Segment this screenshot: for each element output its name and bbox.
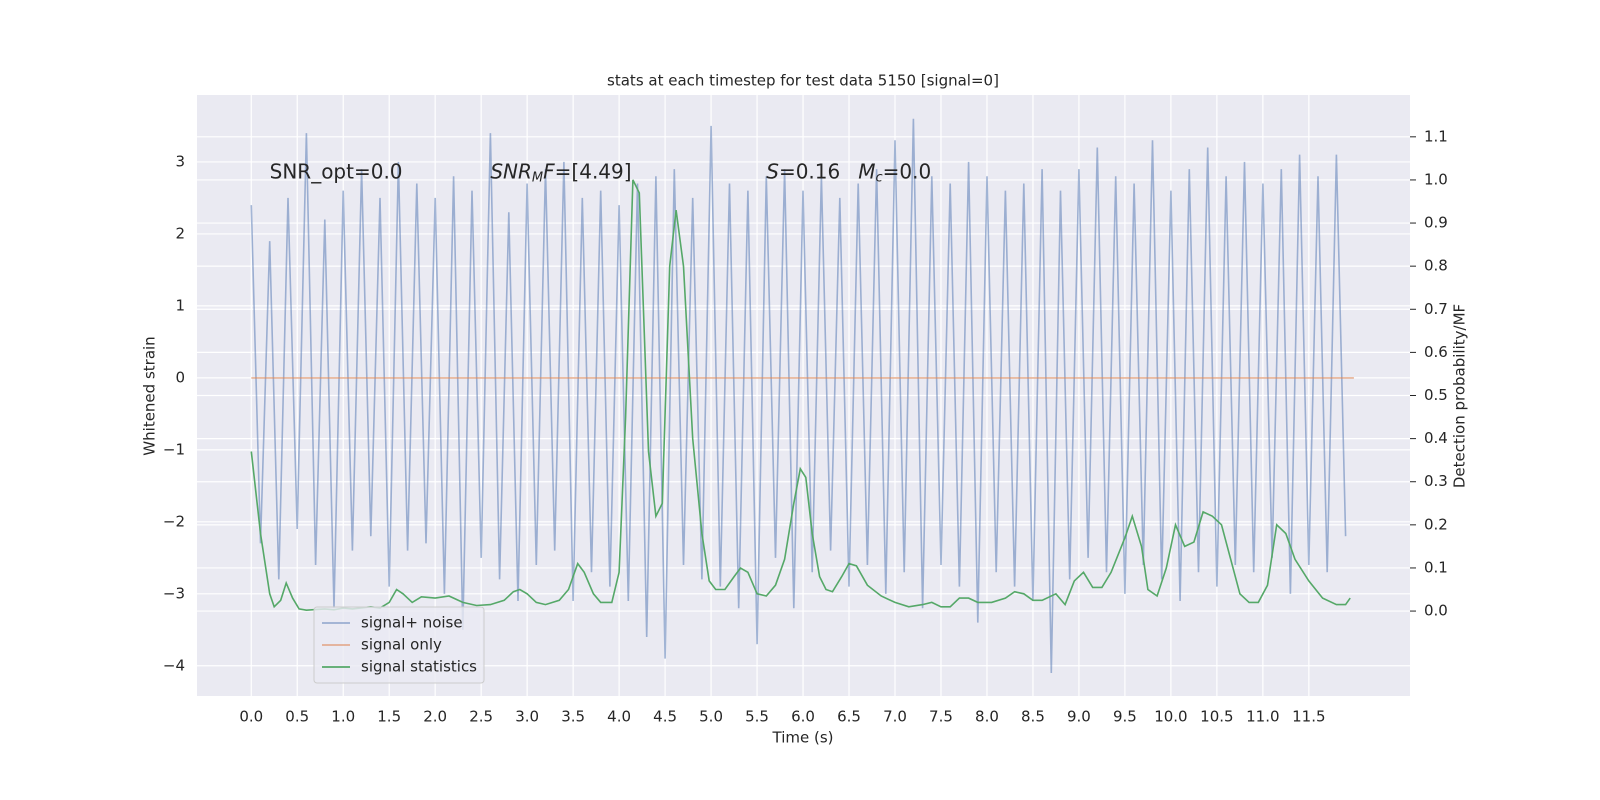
annotation: S=0.16 — [766, 159, 840, 183]
y2-tick-label: 0.6 — [1424, 343, 1448, 361]
y2-axis-label: Detection probability/MF — [1451, 304, 1469, 488]
x-axis-label: Time (s) — [772, 729, 834, 747]
y2-tick-label: 0.2 — [1424, 515, 1448, 533]
legend-label: signal+ noise — [361, 614, 463, 632]
y-tick-label: −2 — [163, 512, 185, 530]
legend-label: signal only — [361, 636, 442, 654]
x-tick-label: 6.5 — [837, 708, 861, 726]
x-tick-label: 0.0 — [239, 708, 263, 726]
y-tick-label: 1 — [175, 296, 185, 314]
y-tick-label: 2 — [175, 224, 185, 242]
x-tick-label: 10.5 — [1200, 708, 1233, 726]
y2-tick-label: 1.1 — [1424, 127, 1448, 145]
annotation-part: M — [532, 170, 543, 185]
x-tick-label: 11.5 — [1292, 708, 1325, 726]
y-tick-label: −1 — [163, 440, 185, 458]
y2-tick-label: 1.0 — [1424, 170, 1448, 188]
legend-box — [313, 606, 485, 684]
annotation-part: =0.0 — [883, 159, 932, 183]
y-axis-label: Whitened strain — [141, 336, 159, 455]
y2-tick-label: 0.7 — [1424, 300, 1448, 318]
chart-title: stats at each timestep for test data 515… — [607, 72, 999, 90]
y2-tick-label: 0.3 — [1424, 472, 1448, 490]
x-tick-label: 5.0 — [699, 708, 723, 726]
y-tick-label: −4 — [163, 656, 185, 674]
annotation: Mc=0.0 — [858, 159, 931, 185]
y2-tick-label: 0.4 — [1424, 429, 1448, 447]
y2-tick-label: 0.8 — [1424, 257, 1448, 275]
x-tick-label: 1.5 — [377, 708, 401, 726]
y2-tick-label: 0.9 — [1424, 214, 1448, 232]
y-tick-label: 3 — [175, 152, 185, 170]
x-tick-label: 10.0 — [1154, 708, 1187, 726]
x-tick-label: 2.0 — [423, 708, 447, 726]
y2-tick-label: 0.0 — [1424, 602, 1448, 620]
legend-label: signal statistics — [361, 658, 477, 676]
x-tick-label: 0.5 — [285, 708, 309, 726]
x-tick-label: 7.0 — [883, 708, 907, 726]
x-tick-label: 9.0 — [1067, 708, 1091, 726]
annotation: SNRMF=[4.49] — [490, 159, 631, 185]
annotation-part: c — [875, 170, 882, 185]
x-tick-label: 3.0 — [515, 708, 539, 726]
annotation: SNR_opt=0.0 — [270, 159, 403, 183]
annotation-part: F — [543, 159, 555, 183]
x-tick-label: 3.5 — [561, 708, 585, 726]
x-tick-label: 5.5 — [745, 708, 769, 726]
x-tick-label: 2.5 — [469, 708, 493, 726]
x-tick-label: 4.0 — [607, 708, 631, 726]
x-tick-label: 8.0 — [975, 708, 999, 726]
annotation-part: =0.16 — [779, 159, 840, 183]
x-tick-label: 7.5 — [929, 708, 953, 726]
annotation-part: =[4.49] — [555, 159, 632, 183]
x-tick-label: 9.5 — [1113, 708, 1137, 726]
annotation-part: SNR — [490, 159, 532, 183]
y-tick-label: 0 — [175, 368, 185, 386]
x-tick-label: 11.0 — [1246, 708, 1279, 726]
x-tick-label: 8.5 — [1021, 708, 1045, 726]
y2-tick-label: 0.1 — [1424, 558, 1448, 576]
annotation-part: S — [766, 159, 779, 183]
x-tick-label: 4.5 — [653, 708, 677, 726]
series-line — [250, 118, 1347, 674]
y-tick-label: −3 — [163, 584, 185, 602]
series-line — [250, 179, 1351, 612]
annotation-part: M — [858, 159, 875, 183]
y2-tick-label: 0.5 — [1424, 386, 1448, 404]
x-tick-label: 1.0 — [331, 708, 355, 726]
annotation-part: SNR_opt=0.0 — [270, 159, 403, 183]
x-tick-label: 6.0 — [791, 708, 815, 726]
